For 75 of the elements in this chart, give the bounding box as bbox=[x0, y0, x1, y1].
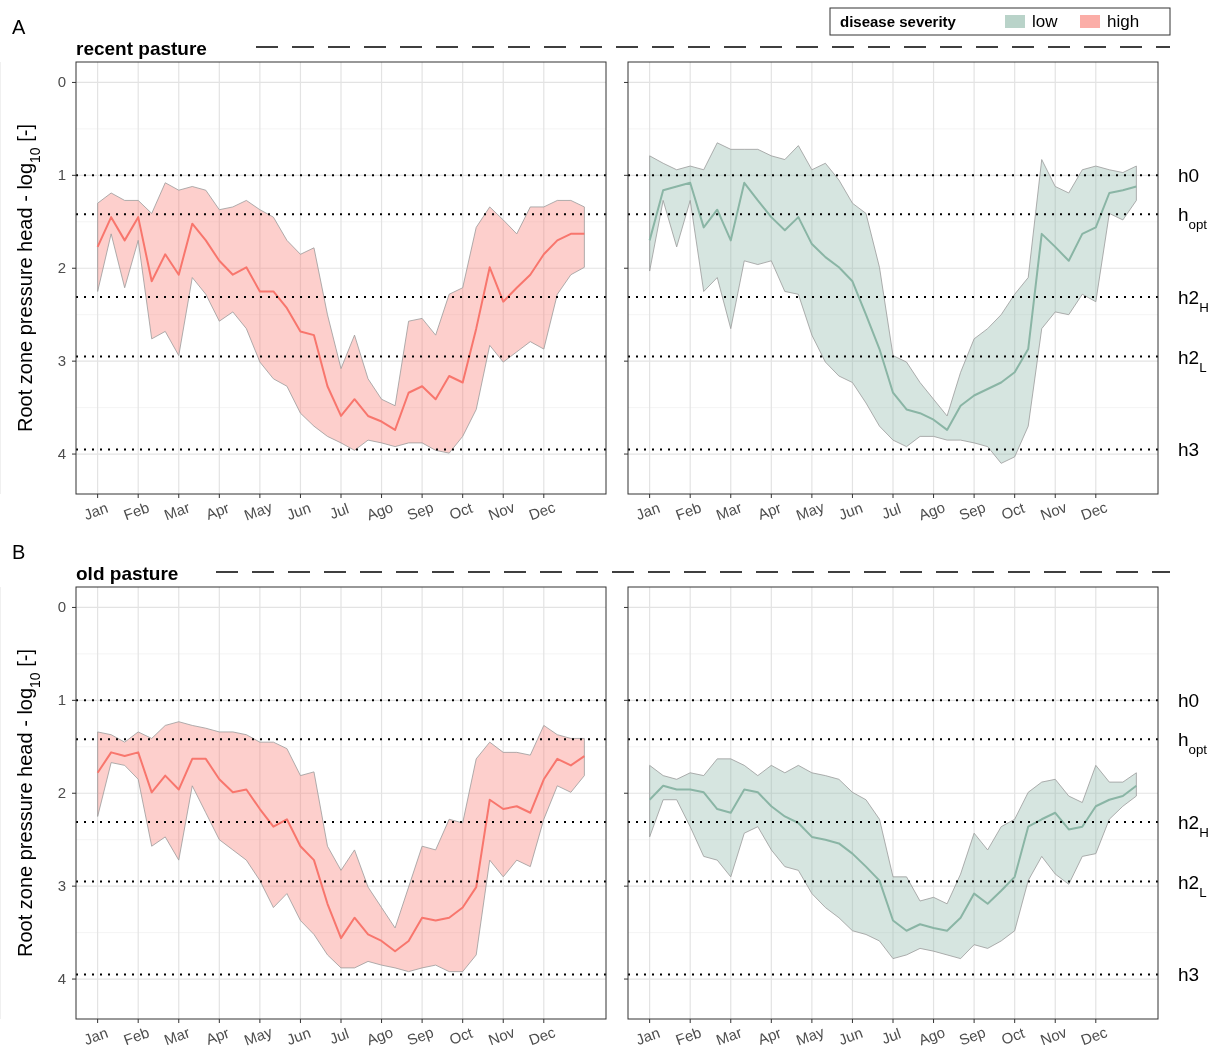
y-tick-label: 3 bbox=[57, 352, 66, 370]
x-tick-label: Jul bbox=[879, 1024, 904, 1048]
ref-line-label: h2$_{L}$ bbox=[1178, 346, 1207, 374]
legend-label: low bbox=[1032, 12, 1059, 31]
x-tick-label: Apr bbox=[203, 498, 232, 523]
x-tick-label: Feb bbox=[121, 1023, 152, 1049]
ref-line-label: h$_{opt}$ bbox=[1178, 729, 1208, 757]
x-tick-label: Apr bbox=[755, 1023, 784, 1048]
legend-title: disease severity bbox=[840, 13, 957, 30]
x-tick-label: Sep bbox=[956, 1023, 988, 1049]
x-tick-label: Feb bbox=[673, 1023, 704, 1049]
x-tick-label: Feb bbox=[673, 498, 704, 524]
x-tick-label: Feb bbox=[121, 498, 152, 524]
y-tick-label: 1 bbox=[57, 166, 66, 184]
x-tick-label: Jun bbox=[284, 1023, 313, 1048]
x-tick-label: Sep bbox=[956, 498, 988, 524]
x-tick-label: Ago bbox=[916, 498, 948, 524]
y-tick-label: 0 bbox=[57, 598, 66, 616]
ref-line-label: h3 bbox=[1178, 439, 1200, 461]
x-tick-label: Dec bbox=[1078, 1023, 1110, 1049]
ref-line-label: h2$_{H}$ bbox=[1178, 287, 1209, 315]
ref-line-label: h$_{opt}$ bbox=[1178, 204, 1208, 232]
ref-line-label: h0 bbox=[1178, 690, 1200, 712]
y-tick-label: 0 bbox=[57, 73, 66, 91]
x-tick-label: Oct bbox=[998, 498, 1028, 523]
x-tick-label: Apr bbox=[755, 498, 784, 523]
x-tick-label: Nov bbox=[1037, 498, 1070, 524]
x-tick-label: Nov bbox=[485, 498, 518, 524]
y-tick-label: 3 bbox=[57, 877, 66, 895]
x-tick-label: Nov bbox=[1037, 1023, 1070, 1049]
x-tick-label: Ago bbox=[916, 1023, 948, 1049]
x-tick-label: Oct bbox=[446, 498, 476, 523]
x-tick-label: Jan bbox=[633, 1023, 663, 1048]
x-tick-label: Ago bbox=[364, 1023, 396, 1049]
y-tick-label: 4 bbox=[57, 445, 66, 463]
x-tick-label: Dec bbox=[526, 1023, 558, 1049]
chart-title: recent pasture bbox=[76, 38, 207, 59]
ref-line-label: h3 bbox=[1178, 964, 1200, 986]
ref-line-label: h2$_{H}$ bbox=[1178, 812, 1209, 840]
x-tick-label: Mar bbox=[713, 498, 744, 524]
x-tick-label: Oct bbox=[446, 1023, 476, 1048]
x-tick-label: Jun bbox=[284, 498, 313, 523]
y-tick-label: 4 bbox=[57, 970, 66, 988]
x-tick-label: Jul bbox=[327, 1024, 352, 1048]
x-tick-label: May bbox=[241, 497, 275, 524]
x-tick-label: Oct bbox=[998, 1023, 1028, 1048]
text: B bbox=[12, 541, 26, 563]
x-tick-label: Dec bbox=[526, 498, 558, 524]
x-tick-label: Jan bbox=[81, 498, 111, 523]
x-tick-label: Apr bbox=[203, 1023, 232, 1048]
x-tick-label: Jun bbox=[836, 1023, 865, 1048]
x-tick-label: Mar bbox=[161, 498, 192, 524]
x-tick-label: Ago bbox=[364, 498, 396, 524]
x-tick-label: Jan bbox=[81, 1023, 111, 1048]
ref-line-label: h0 bbox=[1178, 165, 1200, 187]
x-tick-label: Sep bbox=[404, 1023, 436, 1049]
text: A bbox=[12, 16, 26, 38]
chart-title: old pasture bbox=[76, 563, 179, 584]
x-tick-label: Jul bbox=[879, 499, 904, 523]
x-tick-label: Sep bbox=[404, 498, 436, 524]
x-tick-label: Dec bbox=[1078, 498, 1110, 524]
ref-line-label: h2$_{L}$ bbox=[1178, 871, 1207, 899]
y-tick-label: 2 bbox=[57, 259, 66, 277]
legend-label: high bbox=[1107, 12, 1140, 31]
x-tick-label: Jan bbox=[633, 498, 663, 523]
x-tick-label: Jul bbox=[327, 499, 352, 523]
y-tick-label: 2 bbox=[57, 784, 66, 802]
x-tick-label: May bbox=[241, 1022, 275, 1049]
y-tick-label: 1 bbox=[57, 691, 66, 709]
x-tick-label: May bbox=[793, 1022, 827, 1049]
x-tick-label: Nov bbox=[485, 1023, 518, 1049]
x-tick-label: May bbox=[793, 497, 827, 524]
x-tick-label: Mar bbox=[161, 1023, 192, 1049]
x-tick-label: Jun bbox=[836, 498, 865, 523]
x-tick-label: Mar bbox=[713, 1023, 744, 1049]
